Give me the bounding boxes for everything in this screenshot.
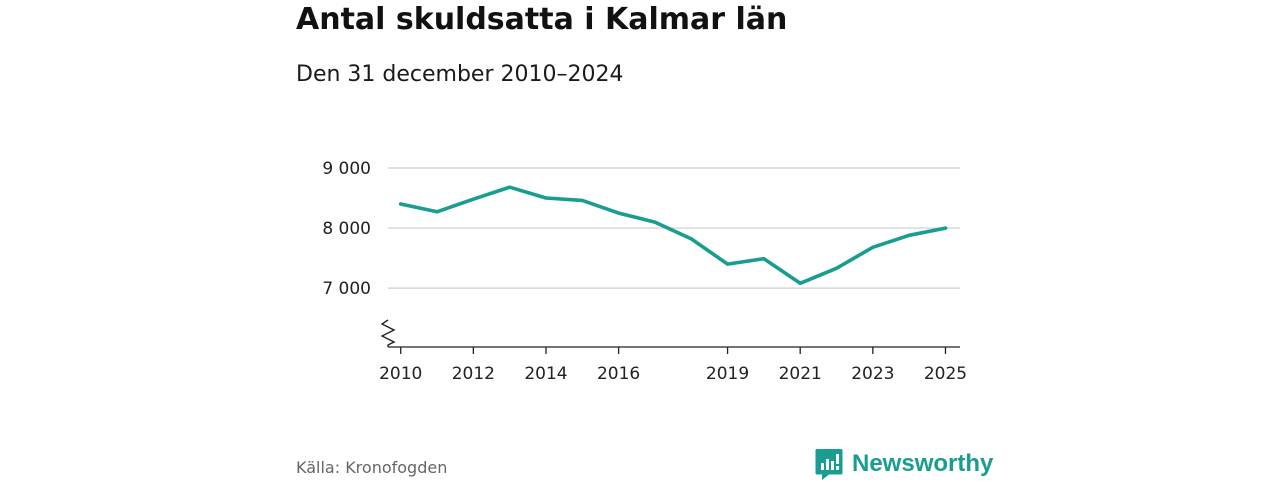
x-tick-label: 2021 xyxy=(779,364,822,384)
series-points xyxy=(399,185,948,285)
data-point xyxy=(399,202,403,206)
data-point xyxy=(943,226,948,230)
y-axis-ticks: 7 000 8 000 9 000 xyxy=(322,159,371,299)
newsworthy-logo-icon xyxy=(815,448,843,480)
x-tick-label: 2016 xyxy=(597,364,640,384)
data-point xyxy=(762,257,766,261)
data-point xyxy=(580,198,584,203)
newsworthy-logo[interactable]: Newsworthy xyxy=(815,447,993,481)
series-line xyxy=(398,185,948,286)
grid-lines xyxy=(388,167,960,289)
data-point xyxy=(435,210,439,214)
data-point xyxy=(471,197,475,201)
data-point xyxy=(689,237,693,241)
data-point xyxy=(871,245,875,249)
y-tick-label: 8 000 xyxy=(322,219,371,239)
data-point xyxy=(508,185,512,189)
data-point xyxy=(907,233,911,237)
y-tick-label: 7 000 xyxy=(322,279,371,299)
x-axis-ticks: 2010 2012 2014 2016 2019 2021 2023 2025 xyxy=(379,347,967,384)
data-point xyxy=(834,266,839,270)
chart-title: Antal skuldsatta i Kalmar län xyxy=(296,2,788,37)
data-point xyxy=(798,281,802,285)
source-note: Källa: Kronofogden xyxy=(296,458,448,477)
x-tick-label: 2010 xyxy=(379,364,422,384)
data-point xyxy=(544,196,548,200)
brand-name: Newsworthy xyxy=(852,450,994,477)
data-point xyxy=(725,262,730,266)
y-tick-label: 9 000 xyxy=(322,159,371,179)
chart-subtitle: Den 31 december 2010–2024 xyxy=(296,62,624,87)
data-point xyxy=(617,211,621,215)
x-tick-label: 2023 xyxy=(851,364,894,384)
axis-break-icon xyxy=(380,319,396,347)
data-point xyxy=(653,220,657,224)
x-tick-label: 2025 xyxy=(924,364,967,384)
x-tick-label: 2019 xyxy=(706,364,749,384)
x-tick-label: 2012 xyxy=(452,364,495,384)
x-tick-label: 2014 xyxy=(524,364,567,384)
